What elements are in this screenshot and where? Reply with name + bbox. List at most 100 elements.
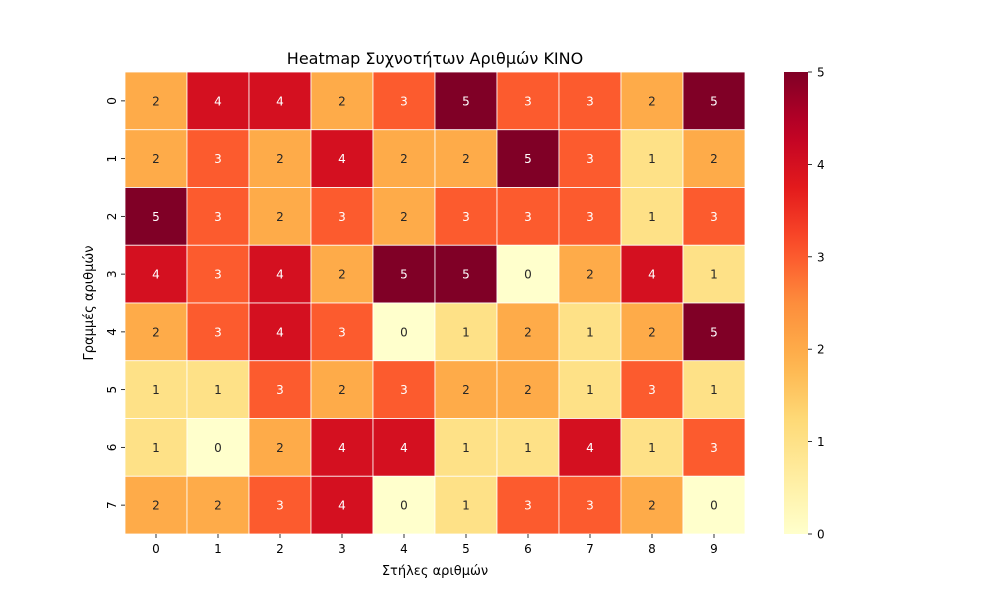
cell-value-label: 4 bbox=[400, 441, 408, 455]
x-tick-label: 3 bbox=[338, 542, 346, 556]
heatmap-cell bbox=[372, 244, 436, 304]
cell-value-label: 0 bbox=[214, 441, 222, 455]
cell-value-label: 2 bbox=[586, 268, 594, 282]
heatmap-cell bbox=[372, 187, 436, 246]
x-tick-label: 2 bbox=[276, 542, 284, 556]
cell-value-label: 1 bbox=[462, 499, 470, 513]
heatmap-cell bbox=[558, 302, 622, 362]
heatmap-cell bbox=[248, 187, 312, 246]
cell-value-label: 1 bbox=[710, 268, 718, 282]
cell-value-label: 4 bbox=[214, 94, 222, 108]
cell-value-label: 3 bbox=[524, 499, 532, 513]
x-tick-label: 4 bbox=[400, 542, 408, 556]
cell-value-label: 2 bbox=[710, 152, 718, 166]
cell-value-label: 4 bbox=[648, 268, 656, 282]
cell-value-label: 3 bbox=[338, 210, 346, 224]
heatmap-cell bbox=[124, 418, 188, 477]
colorbar-tick-label: 1 bbox=[817, 435, 825, 449]
heatmap-cell bbox=[372, 475, 436, 535]
cell-value-label: 1 bbox=[152, 383, 160, 397]
heatmap-cell bbox=[310, 418, 374, 477]
heatmap-cell bbox=[186, 302, 250, 362]
cell-value-label: 2 bbox=[276, 441, 284, 455]
cell-value-label: 2 bbox=[462, 383, 470, 397]
heatmap-cells: 2 4 4 2 3 5 3 3 2 5 2 3 2 4 2 2 5 3 1 2 5 3 2 3 2 3 3 3 1 3 4 3 4 2 5 5 0 2 4 1… bbox=[124, 71, 746, 535]
cell-value-label: 2 bbox=[152, 94, 160, 108]
cell-value-label: 5 bbox=[462, 94, 470, 108]
heatmap-cell bbox=[248, 129, 312, 188]
heatmap-cell bbox=[496, 475, 560, 535]
heatmap-cell bbox=[434, 475, 498, 535]
cell-value-label: 0 bbox=[524, 268, 532, 282]
heatmap-cell bbox=[682, 244, 746, 304]
y-tick-label: 0 bbox=[105, 97, 119, 105]
heatmap-cell bbox=[558, 418, 622, 477]
heatmap-cell bbox=[310, 475, 374, 535]
cell-value-label: 2 bbox=[648, 499, 656, 513]
cell-value-label: 3 bbox=[524, 94, 532, 108]
x-tick-label: 5 bbox=[462, 542, 470, 556]
heatmap-cell bbox=[434, 360, 498, 419]
cell-value-label: 0 bbox=[400, 499, 408, 513]
x-tick-label: 6 bbox=[524, 542, 532, 556]
cell-value-label: 1 bbox=[214, 383, 222, 397]
cell-value-label: 2 bbox=[524, 325, 532, 339]
y-tick-label: 1 bbox=[105, 155, 119, 163]
cell-value-label: 1 bbox=[648, 152, 656, 166]
heatmap-cell bbox=[124, 244, 188, 304]
cell-value-label: 3 bbox=[276, 499, 284, 513]
heatmap-cell bbox=[434, 71, 498, 131]
cell-value-label: 3 bbox=[648, 383, 656, 397]
cell-value-label: 1 bbox=[152, 441, 160, 455]
cell-value-label: 3 bbox=[462, 210, 470, 224]
y-axis: 0 1 2 3 4 5 6 7 bbox=[105, 97, 125, 509]
cell-value-label: 2 bbox=[152, 499, 160, 513]
heatmap-cell bbox=[496, 418, 560, 477]
colorbar-tick-label: 2 bbox=[817, 343, 825, 357]
cell-value-label: 2 bbox=[276, 152, 284, 166]
cell-value-label: 3 bbox=[400, 383, 408, 397]
cell-value-label: 0 bbox=[400, 325, 408, 339]
heatmap-cell bbox=[434, 244, 498, 304]
cell-value-label: 2 bbox=[214, 499, 222, 513]
heatmap-cell bbox=[310, 71, 374, 131]
cell-value-label: 1 bbox=[586, 325, 594, 339]
cell-value-label: 3 bbox=[214, 210, 222, 224]
heatmap-cell bbox=[248, 71, 312, 131]
heatmap-cell bbox=[434, 418, 498, 477]
heatmap-cell bbox=[186, 475, 250, 535]
y-tick-label: 4 bbox=[105, 328, 119, 336]
heatmap-cell bbox=[620, 244, 684, 304]
cell-value-label: 3 bbox=[710, 441, 718, 455]
heatmap-cell bbox=[434, 129, 498, 188]
heatmap-cell bbox=[682, 302, 746, 362]
colorbar: 0 1 2 3 4 5 bbox=[784, 66, 825, 542]
cell-value-label: 2 bbox=[648, 94, 656, 108]
cell-value-label: 4 bbox=[338, 152, 346, 166]
colorbar-tick-label: 3 bbox=[817, 250, 825, 264]
heatmap-cell bbox=[248, 360, 312, 419]
heatmap-cell bbox=[248, 302, 312, 362]
cell-value-label: 5 bbox=[710, 325, 718, 339]
cell-value-label: 3 bbox=[586, 94, 594, 108]
heatmap-cell bbox=[620, 360, 684, 419]
y-axis-label: Γραμμές αριθμών bbox=[82, 246, 97, 361]
cell-value-label: 2 bbox=[648, 325, 656, 339]
cell-value-label: 2 bbox=[338, 94, 346, 108]
cell-value-label: 3 bbox=[276, 383, 284, 397]
cell-value-label: 3 bbox=[214, 152, 222, 166]
heatmap-cell bbox=[620, 187, 684, 246]
heatmap-cell bbox=[124, 360, 188, 419]
heatmap-cell bbox=[310, 129, 374, 188]
heatmap-cell bbox=[310, 360, 374, 419]
heatmap-cell bbox=[682, 475, 746, 535]
heatmap-cell bbox=[186, 129, 250, 188]
heatmap-cell bbox=[620, 129, 684, 188]
y-tick-label: 6 bbox=[105, 444, 119, 452]
heatmap-cell bbox=[620, 475, 684, 535]
cell-value-label: 2 bbox=[152, 152, 160, 166]
colorbar-tick-label: 5 bbox=[817, 66, 825, 80]
colorbar-gradient bbox=[784, 72, 808, 534]
cell-value-label: 5 bbox=[524, 152, 532, 166]
heatmap-cell bbox=[682, 71, 746, 131]
